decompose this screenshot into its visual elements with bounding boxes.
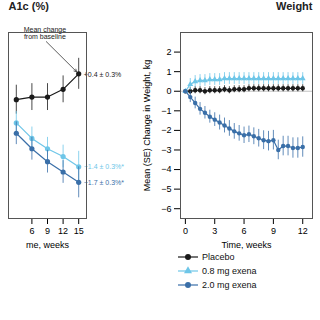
svg-text:−2: −2 (161, 125, 171, 135)
svg-text:me, weeks: me, weeks (26, 240, 70, 250)
svg-text:Time, weeks: Time, weeks (221, 240, 272, 250)
svg-text:−4: −4 (161, 164, 171, 174)
svg-text:12: 12 (298, 226, 308, 236)
svg-text:9: 9 (45, 226, 50, 236)
svg-text:1: 1 (166, 67, 171, 77)
svg-text:−6: −6 (161, 204, 171, 214)
svg-text:−1: −1 (161, 106, 171, 116)
html-text:2.0 mg exena: 2.0 mg exena (202, 280, 257, 290)
svg-text:−1.4 ± 0.3%*: −1.4 ± 0.3%* (84, 163, 125, 170)
svg-text:0: 0 (183, 226, 188, 236)
svg-text:6: 6 (242, 226, 247, 236)
svg-text:0: 0 (166, 86, 171, 96)
svg-text:2: 2 (166, 47, 171, 57)
svg-text:3: 3 (212, 226, 217, 236)
svg-text:+0.4 ± 0.3%: +0.4 ± 0.3% (84, 71, 122, 78)
svg-text:Weight: Weight (276, 0, 313, 12)
html-text:Placebo: Placebo (202, 252, 235, 262)
svg-text:A1c (%): A1c (%) (9, 0, 50, 12)
html-text:0.8 mg exena: 0.8 mg exena (202, 266, 257, 276)
svg-text:12: 12 (58, 226, 68, 236)
svg-text:Mean changefrom baseline: Mean changefrom baseline (24, 26, 67, 40)
svg-text:9: 9 (271, 226, 276, 236)
svg-text:−1.7 ± 0.3%*: −1.7 ± 0.3%* (84, 179, 125, 186)
svg-text:15: 15 (74, 226, 84, 236)
svg-text:−3: −3 (161, 145, 171, 155)
svg-text:−5: −5 (161, 184, 171, 194)
svg-text:6: 6 (29, 226, 34, 236)
svg-text:Mean (SE) Change in Weight, kg: Mean (SE) Change in Weight, kg (142, 60, 152, 191)
